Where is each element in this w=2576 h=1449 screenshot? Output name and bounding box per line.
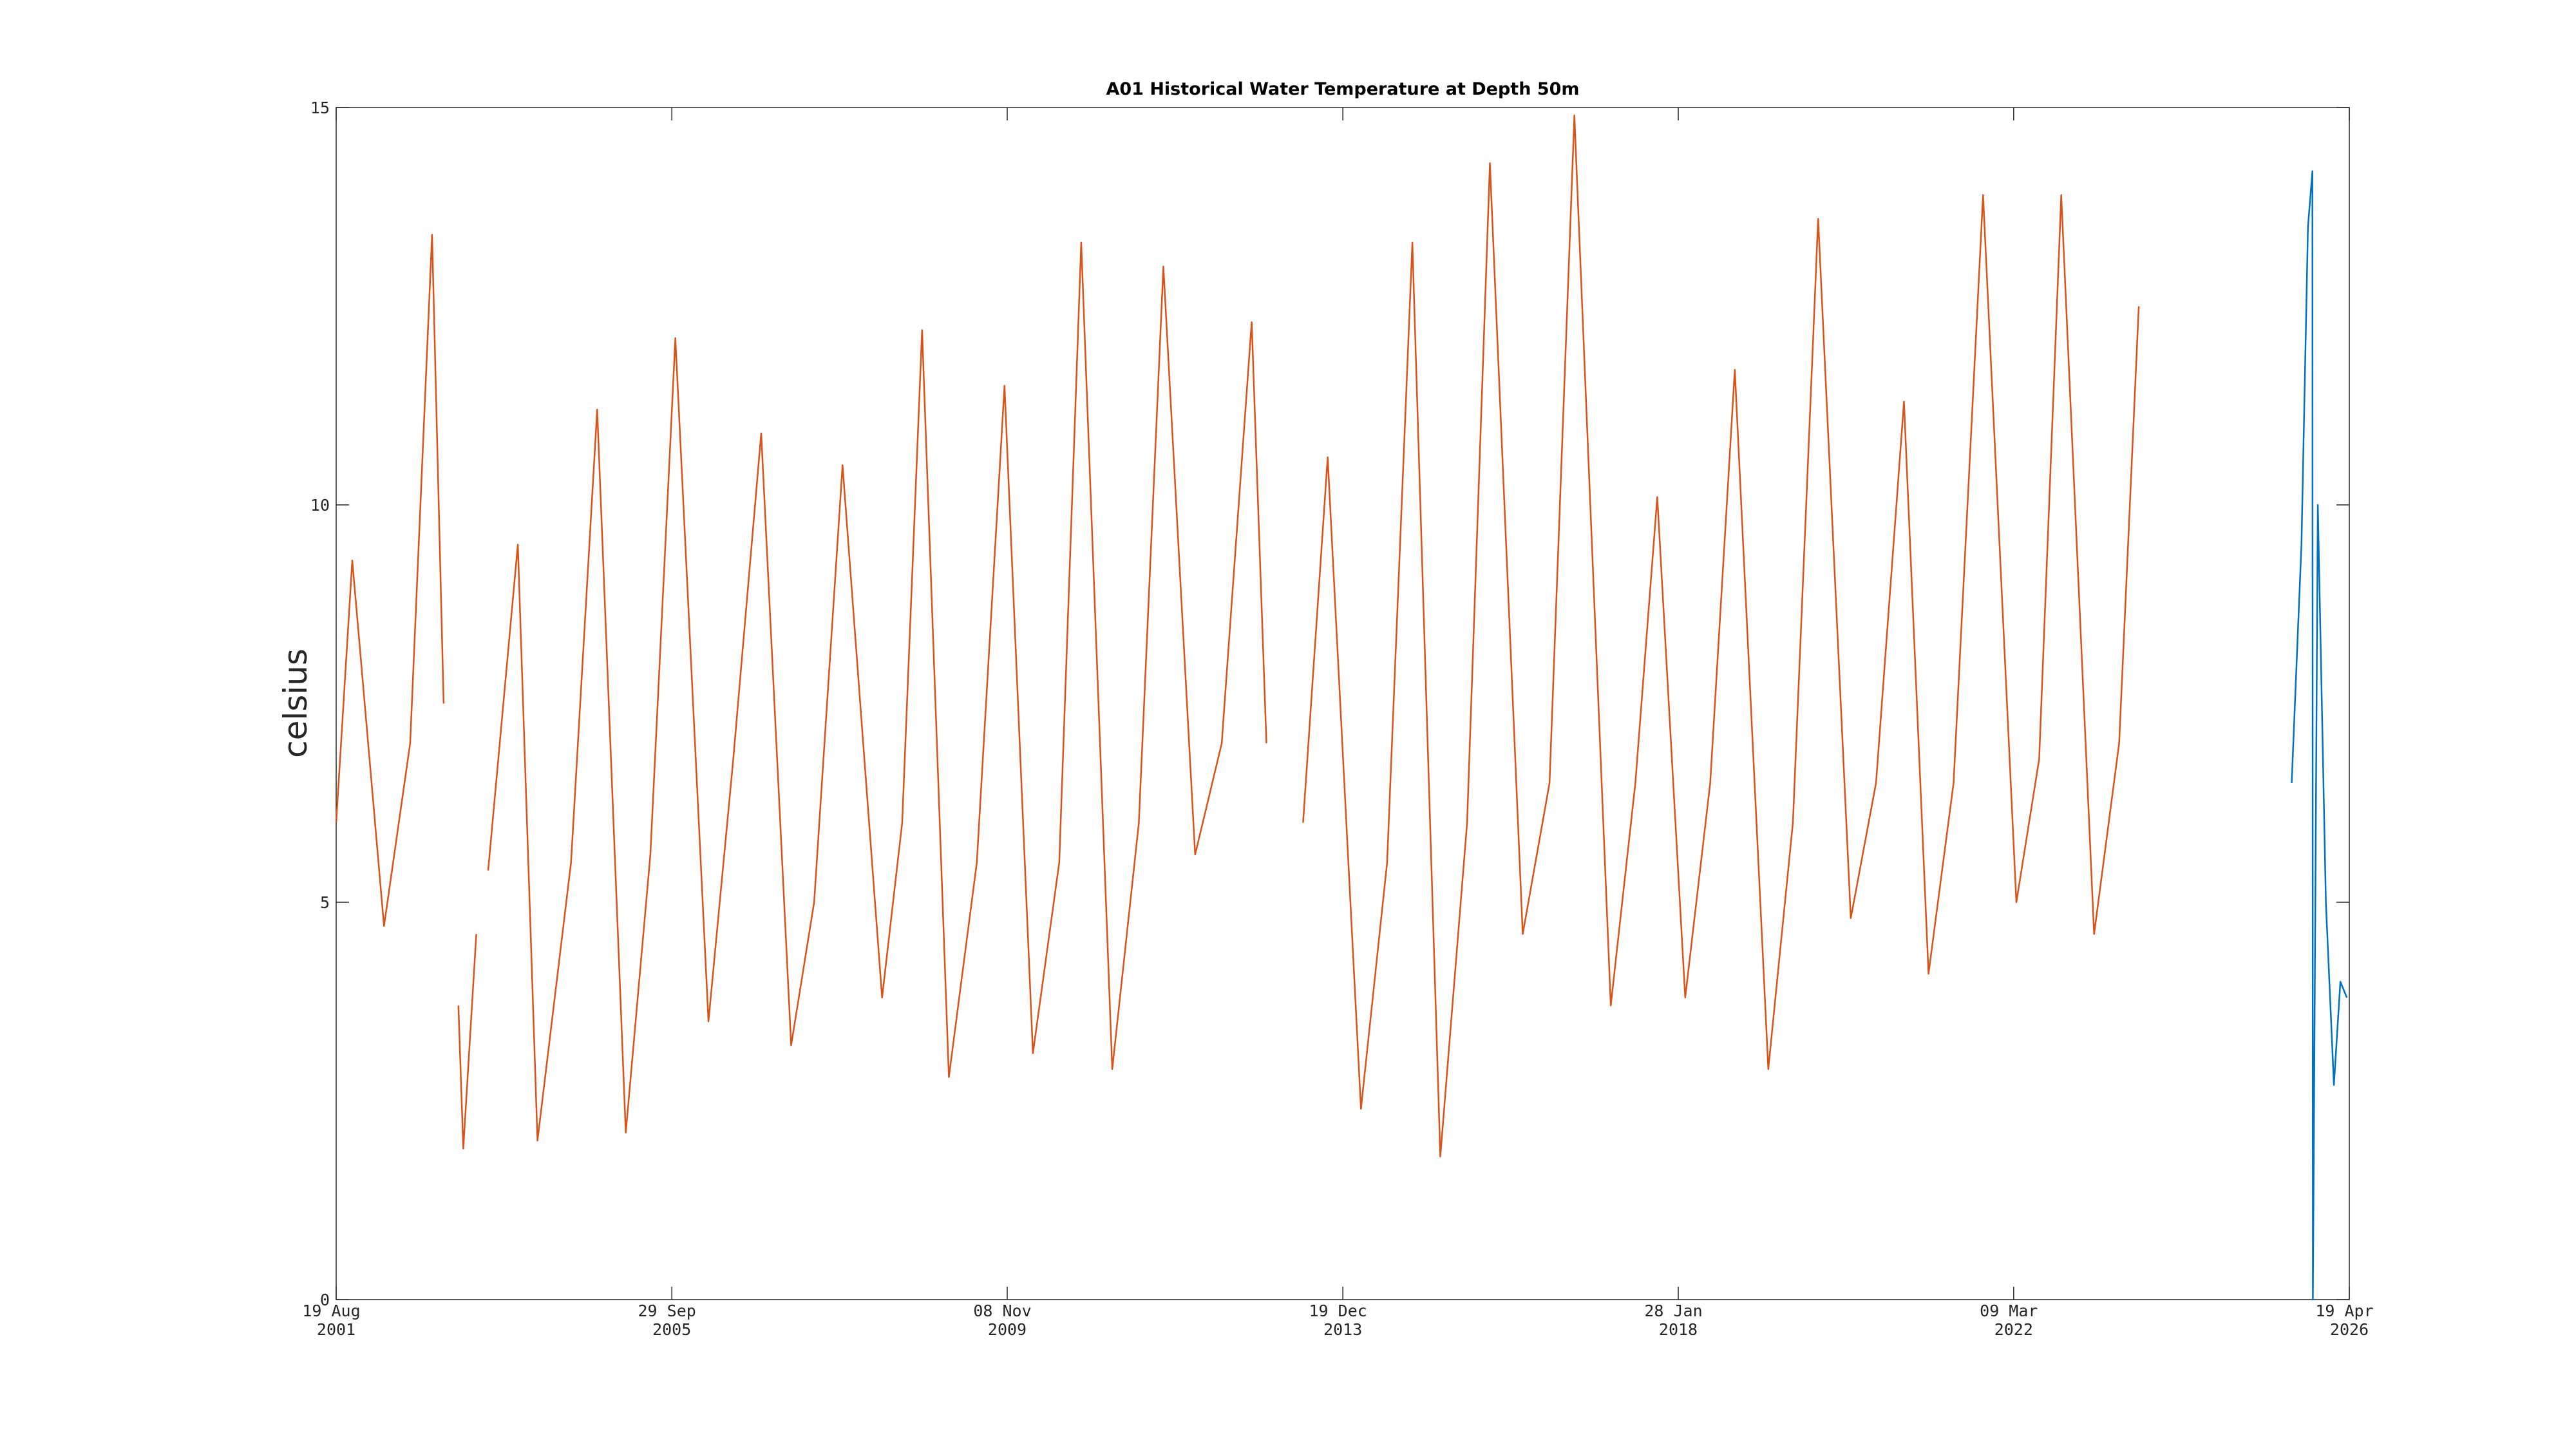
x-tick-label: 19 Aug 2001	[302, 1302, 370, 1339]
data-line	[335, 115, 2140, 1158]
chart-title: A01 Historical Water Temperature at Dept…	[1106, 79, 1579, 99]
y-tick-label: 15	[310, 99, 330, 117]
x-tick-label: 19 Apr 2026	[2315, 1302, 2383, 1339]
y-tick-label: 0	[320, 1291, 330, 1309]
data-line	[2291, 170, 2348, 1301]
x-tick-label: 28 Jan 2018	[1644, 1302, 1712, 1339]
y-axis-label: celsius	[277, 649, 314, 758]
x-tick-label: 19 Dec 2013	[1309, 1302, 1376, 1339]
x-tick-label: 09 Mar 2022	[1980, 1302, 2047, 1339]
y-tick-label: 5	[320, 893, 330, 912]
plot-frame	[336, 107, 2350, 1300]
x-tick-label: 08 Nov 2009	[973, 1302, 1041, 1339]
y-tick-label: 10	[310, 496, 330, 515]
x-tick-label: 29 Sep 2005	[638, 1302, 705, 1339]
